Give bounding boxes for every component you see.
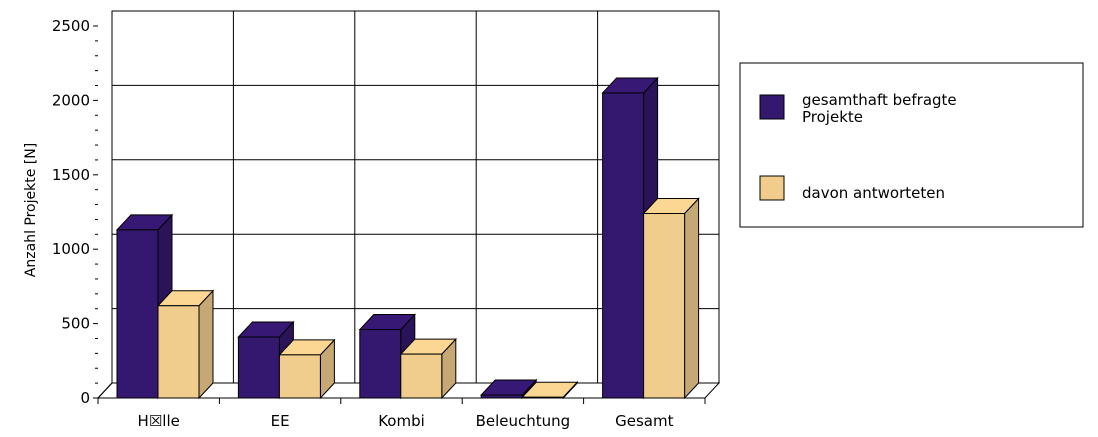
- y-tick-label: 500: [61, 315, 90, 333]
- y-tick-label: 2500: [52, 17, 90, 35]
- legend-label: gesamthaft befragte Projekte: [802, 91, 957, 126]
- y-tick-label: 2000: [52, 91, 90, 109]
- bar: [642, 197, 700, 400]
- y-tick-label: 0: [80, 389, 90, 407]
- bars: [115, 76, 700, 400]
- legend-swatch: [759, 175, 785, 201]
- x-tick-label: EE: [271, 412, 290, 430]
- x-tick-label: H☒lle: [138, 412, 180, 430]
- x-tick-label: Kombi: [378, 412, 425, 430]
- bar: [278, 338, 336, 400]
- x-tick-label: Gesamt: [615, 412, 673, 430]
- bar: [156, 289, 215, 400]
- x-tick-labels: H☒lle EE Kombi Beleuchtung Gesamt: [97, 398, 706, 430]
- legend-label: davon antworteten: [802, 184, 945, 202]
- y-axis-base: [97, 382, 113, 399]
- legend: gesamthaft befragte Projekte davon antwort…: [739, 62, 1084, 228]
- bar: [521, 380, 579, 400]
- legend-box: [739, 62, 1084, 228]
- y-ticks: 0 500 1000 1500 2000 2500: [52, 17, 98, 407]
- legend-swatch: [759, 94, 785, 120]
- y-axis-title: Anzahl Projekte [N]: [23, 143, 39, 277]
- y-tick-label: 1000: [52, 240, 90, 258]
- x-tick-label: Beleuchtung: [476, 412, 571, 430]
- y-tick-label: 1500: [52, 166, 90, 184]
- bar: [399, 337, 457, 400]
